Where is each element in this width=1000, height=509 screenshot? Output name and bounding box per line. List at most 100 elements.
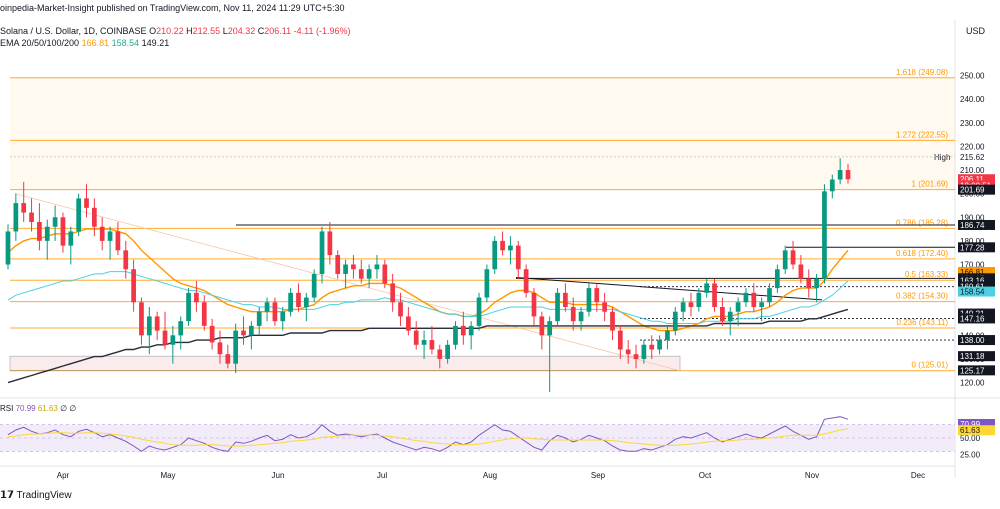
candle-body xyxy=(241,330,246,336)
ema-value-1: 166.81 xyxy=(81,38,110,48)
price-tick-label: 220.00 xyxy=(960,142,985,151)
candle-body xyxy=(445,344,450,359)
time-tick-label: Sep xyxy=(591,471,606,480)
price-label: 163.16 xyxy=(960,277,985,286)
tradingview-logo-icon: 𝟭𝟳 xyxy=(0,490,14,501)
candle-body xyxy=(429,340,435,350)
price-label-bg xyxy=(958,184,995,195)
time-tick-label: Jun xyxy=(272,471,285,480)
candle-body xyxy=(837,170,843,180)
candle-body xyxy=(492,240,498,270)
candle-body xyxy=(468,325,474,336)
ohlc-low: L204.32 xyxy=(222,26,256,36)
candle-body xyxy=(366,269,372,279)
ema-value-2: 158.54 xyxy=(111,38,140,48)
ema-20-line xyxy=(7,228,849,332)
rsi-value-label: 70.99 xyxy=(960,420,981,429)
candle-body xyxy=(688,302,694,307)
rsi-tick-label: 50.00 xyxy=(960,434,981,443)
fib-level-label: 0.786 (185.28) xyxy=(896,218,948,227)
price-label: 131.18 xyxy=(960,352,985,361)
candle-body xyxy=(767,288,772,303)
price-tick-label: 250.00 xyxy=(960,72,985,81)
candle-body xyxy=(256,311,262,326)
price-label-bg xyxy=(958,151,995,162)
price-label-bg xyxy=(958,365,995,376)
price-label: 206.11 xyxy=(960,175,984,184)
fib-level-label: 1 (201.69) xyxy=(912,180,949,189)
candle-body xyxy=(358,269,364,279)
candle-body xyxy=(680,302,686,312)
candle-body xyxy=(484,269,490,298)
candle-body xyxy=(845,170,851,180)
candle-body xyxy=(406,316,411,331)
rsi-line xyxy=(7,416,849,452)
candle-body xyxy=(453,325,458,345)
candle-body xyxy=(68,231,74,246)
published-info: oinpedia-Market-Insight published on Tra… xyxy=(0,3,345,13)
candle-body xyxy=(578,311,584,322)
price-label-bg xyxy=(958,267,995,278)
candle-body xyxy=(233,330,239,364)
candle-body xyxy=(249,325,254,336)
candle-body xyxy=(712,283,717,307)
candle-body xyxy=(523,269,529,293)
price-label: 177.28 xyxy=(960,243,985,252)
candle-body xyxy=(92,207,97,227)
fib-level-label: 0 (125.01) xyxy=(912,361,949,370)
candle-body xyxy=(335,255,341,274)
candle-body xyxy=(139,302,144,336)
candle-body xyxy=(672,311,678,331)
candle-body xyxy=(641,344,647,359)
price-label-bg xyxy=(958,313,995,324)
price-label-bg xyxy=(958,275,995,286)
tradingview-logo[interactable]: 𝟭𝟳 TradingView xyxy=(0,490,72,501)
candle-body xyxy=(178,321,184,336)
rsi-ma-label-bg xyxy=(958,425,995,436)
candle-body xyxy=(296,292,301,307)
price-label: 138.00 xyxy=(960,336,985,345)
candle-body xyxy=(625,349,631,355)
candle-body xyxy=(751,292,757,307)
candle-body xyxy=(44,226,50,241)
candle-body xyxy=(60,217,66,246)
price-label: 215.62 xyxy=(960,153,985,162)
candle-body xyxy=(52,217,58,227)
ema-legend-label: EMA 20/50/100/200 xyxy=(0,38,80,48)
candle-body xyxy=(13,203,19,232)
candle-body xyxy=(531,292,537,317)
support-zone xyxy=(9,355,681,371)
candle-body xyxy=(633,354,639,359)
candle-body xyxy=(798,264,804,279)
candle-body xyxy=(563,292,568,307)
candle-body xyxy=(21,203,27,213)
candle-body xyxy=(421,340,427,345)
currency-button[interactable]: USD xyxy=(966,26,986,36)
ema-50-line xyxy=(7,271,849,324)
ohlc-change: -4.11 (-1.96%) xyxy=(293,26,351,36)
rsi-label: RSI xyxy=(0,404,14,413)
candle-body xyxy=(508,245,513,251)
price-label: 166.81 xyxy=(960,268,985,277)
candle-body xyxy=(657,340,662,350)
candle-body xyxy=(374,264,380,270)
price-tick-label: 240.00 xyxy=(960,95,985,104)
candle-body xyxy=(727,311,733,322)
price-label: 158.54 xyxy=(960,288,985,297)
candle-body xyxy=(555,292,560,322)
ema-value-3: 149.21 xyxy=(141,38,170,48)
candle-body xyxy=(782,250,788,270)
fib-level-label: 1.618 (249.08) xyxy=(896,68,948,77)
candle-body xyxy=(343,264,348,274)
candle-body xyxy=(319,231,325,274)
price-label: 125.17 xyxy=(960,366,985,375)
symbol-title: Solana / U.S. Dollar, 1D, COINBASE xyxy=(0,26,147,36)
fib-level-label: 1.272 (222.55) xyxy=(896,130,948,139)
candle-body xyxy=(822,191,827,279)
candle-body xyxy=(225,354,231,364)
candle-body xyxy=(617,330,623,350)
candle-body xyxy=(570,307,576,322)
candle-body xyxy=(594,288,600,303)
candle-body xyxy=(696,292,702,307)
